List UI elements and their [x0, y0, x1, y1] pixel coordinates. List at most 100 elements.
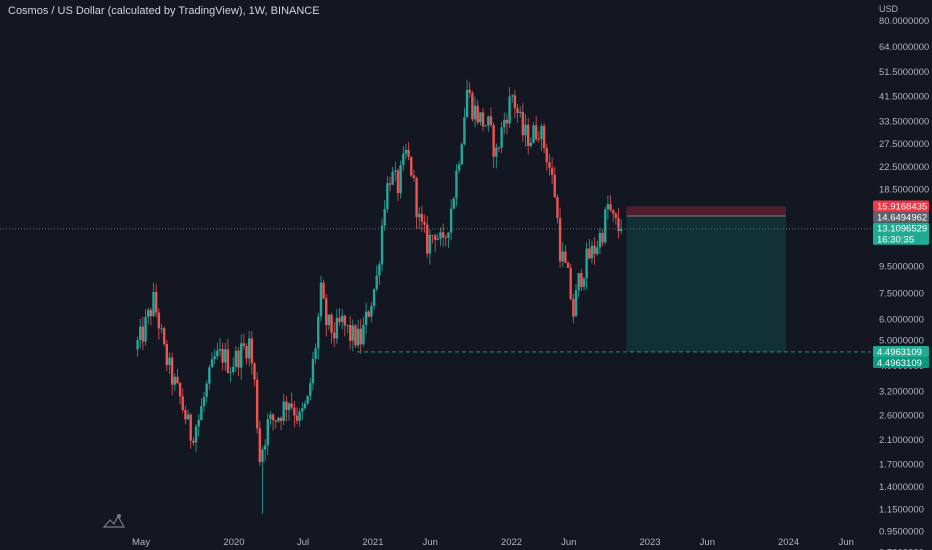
- candle: [208, 365, 211, 390]
- take-profit-zone[interactable]: [626, 216, 786, 352]
- svg-text:16:30:35: 16:30:35: [877, 234, 914, 245]
- candle: [428, 229, 432, 265]
- candle: [229, 367, 232, 383]
- stop-loss-zone[interactable]: [626, 206, 786, 217]
- price-tick-label: 2.6000000: [879, 411, 924, 422]
- candle: [455, 164, 458, 207]
- candle: [372, 288, 376, 310]
- short-position-tool[interactable]: [626, 206, 786, 352]
- candle: [383, 200, 386, 231]
- price-tick-label: 27.5000000: [879, 139, 929, 150]
- candle: [279, 416, 283, 431]
- svg-text:13.1096529: 13.1096529: [877, 224, 927, 235]
- candle: [346, 324, 349, 334]
- candle: [269, 410, 272, 425]
- candle: [232, 357, 235, 375]
- candle: [277, 416, 280, 423]
- candle: [173, 373, 176, 392]
- candle: [481, 108, 485, 132]
- time-tick-label: 2021: [362, 537, 383, 548]
- candle: [317, 312, 320, 360]
- time-axis[interactable]: May 2020 Jul 2021 Jun 2022 Jun 2023 Jun 2024 Jun: [132, 537, 854, 548]
- candle: [556, 194, 559, 224]
- candle: [364, 302, 368, 334]
- candle: [550, 157, 554, 184]
- candle: [391, 166, 394, 186]
- candle: [420, 205, 424, 232]
- candle: [154, 283, 158, 317]
- time-tick-label: 2023: [639, 537, 660, 548]
- candle: [617, 208, 620, 239]
- time-tick-label: 2020: [223, 537, 244, 548]
- candle: [508, 86, 511, 128]
- candle: [534, 116, 538, 142]
- time-tick-label: May: [132, 537, 150, 548]
- candle: [572, 293, 575, 324]
- candle: [189, 413, 192, 449]
- candle: [388, 176, 392, 192]
- chart-title: Cosmos / US Dollar (calculated by Tradin…: [8, 5, 320, 17]
- candle: [255, 372, 259, 434]
- candle: [210, 352, 214, 368]
- price-tick-label: 0.9500000: [879, 526, 924, 537]
- price-axis[interactable]: USD 80.0000000 64.0000000 51.5000000 41.5000…: [879, 4, 929, 550]
- candle: [226, 339, 230, 374]
- candle: [152, 282, 155, 318]
- candle: [460, 142, 463, 166]
- price-tick-label: 1.4000000: [879, 482, 924, 493]
- candle: [402, 146, 405, 171]
- candle: [415, 176, 418, 230]
- candle: [473, 96, 477, 128]
- candle: [141, 316, 145, 351]
- candle: [612, 209, 615, 222]
- candle: [487, 115, 490, 132]
- candle: [511, 93, 514, 103]
- candle: [340, 309, 344, 330]
- candle: [338, 307, 341, 326]
- candle: [322, 279, 325, 299]
- candle: [526, 118, 530, 155]
- candle: [354, 324, 357, 348]
- price-tick-label: 1.7000000: [879, 459, 924, 470]
- price-tag: 4.4963109: [873, 356, 929, 369]
- candle: [558, 207, 562, 268]
- candle: [433, 233, 437, 252]
- candle: [202, 391, 206, 413]
- candle: [588, 238, 591, 260]
- price-tick-label: 3.2000000: [879, 387, 924, 398]
- candle: [287, 402, 291, 421]
- candle: [378, 261, 381, 285]
- candle: [394, 161, 397, 182]
- candle: [197, 414, 200, 437]
- candle: [593, 237, 596, 265]
- candle: [441, 223, 445, 247]
- tradingview-logo-icon: [102, 514, 126, 528]
- candle: [240, 334, 243, 380]
- candle: [505, 113, 509, 135]
- candle: [577, 272, 580, 298]
- candle: [192, 437, 195, 446]
- candle: [301, 402, 304, 421]
- candle: [165, 339, 169, 372]
- candle: [263, 439, 267, 462]
- candle: [609, 194, 612, 212]
- candle: [444, 234, 448, 247]
- candle: [519, 106, 522, 118]
- price-tick-label: 1.1500000: [879, 504, 924, 515]
- candle: [370, 302, 373, 323]
- time-tick-label: 2022: [501, 537, 522, 548]
- candle: [157, 308, 161, 340]
- candle: [574, 284, 578, 317]
- candle: [590, 240, 594, 264]
- price-tag: 14.6494962: [873, 211, 929, 223]
- candle: [234, 346, 238, 372]
- candle: [325, 294, 328, 337]
- candle: [452, 196, 455, 210]
- candle: [407, 141, 410, 161]
- candle: [497, 146, 501, 153]
- candle: [333, 322, 336, 347]
- candle: [309, 378, 312, 401]
- candle: [479, 112, 482, 126]
